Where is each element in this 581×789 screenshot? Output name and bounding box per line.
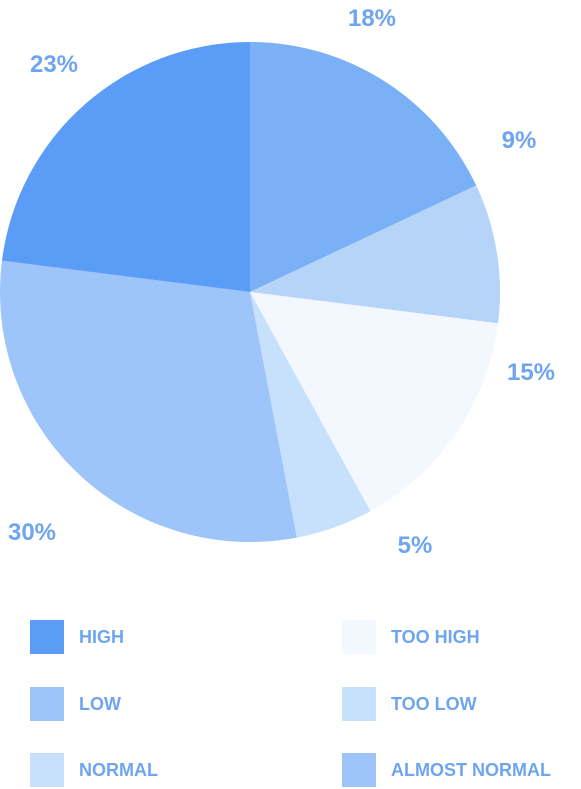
legend-swatch xyxy=(342,753,376,787)
pie-slices xyxy=(0,42,501,542)
legend-swatch xyxy=(30,687,64,721)
legend-swatch xyxy=(342,620,376,654)
legend-item-normal: NORMAL xyxy=(30,753,158,787)
pie-label-high: 23% xyxy=(30,51,78,78)
legend-item-too-low: TOO LOW xyxy=(342,687,477,721)
pie-label-low: 30% xyxy=(8,519,56,546)
pie-slice-almost-normal xyxy=(250,42,477,292)
legend-label: TOO HIGH xyxy=(391,626,480,647)
pie-slice-too-low xyxy=(250,185,501,324)
legend-item-low: LOW xyxy=(30,687,121,721)
legend-swatch xyxy=(342,687,376,721)
legend-item-high: HIGH xyxy=(30,620,124,654)
pie-label-too-low: 9% xyxy=(502,127,537,154)
pie-slice-high xyxy=(1,42,250,292)
pie-slice-low xyxy=(0,260,297,542)
legend-label: TOO LOW xyxy=(391,693,477,714)
legend-label: NORMAL xyxy=(79,759,158,780)
pie-slice-too-high xyxy=(250,292,499,512)
legend-item-almost-normal: ALMOST NORMAL xyxy=(342,753,551,787)
legend-label: HIGH xyxy=(79,626,124,647)
pie-label-almost-normal: 18% xyxy=(348,5,396,32)
pie-labels: 18% 9% 15% 5% 30% 23% xyxy=(8,5,555,559)
pie-label-normal: 5% xyxy=(398,532,433,559)
pie-slice-normal xyxy=(250,292,371,538)
legend-item-too-high: TOO HIGH xyxy=(342,620,480,654)
legend-label: ALMOST NORMAL xyxy=(391,759,551,780)
legend-swatch xyxy=(30,753,64,787)
pie-label-too-high: 15% xyxy=(507,359,555,386)
legend-swatch xyxy=(30,620,64,654)
pie-chart: 18% 9% 15% 5% 30% 23% xyxy=(0,5,555,559)
legend: HIGH TOO HIGH LOW TOO LOW NORMAL ALMOST NORMA… xyxy=(0,600,581,789)
legend-label: LOW xyxy=(79,693,121,714)
